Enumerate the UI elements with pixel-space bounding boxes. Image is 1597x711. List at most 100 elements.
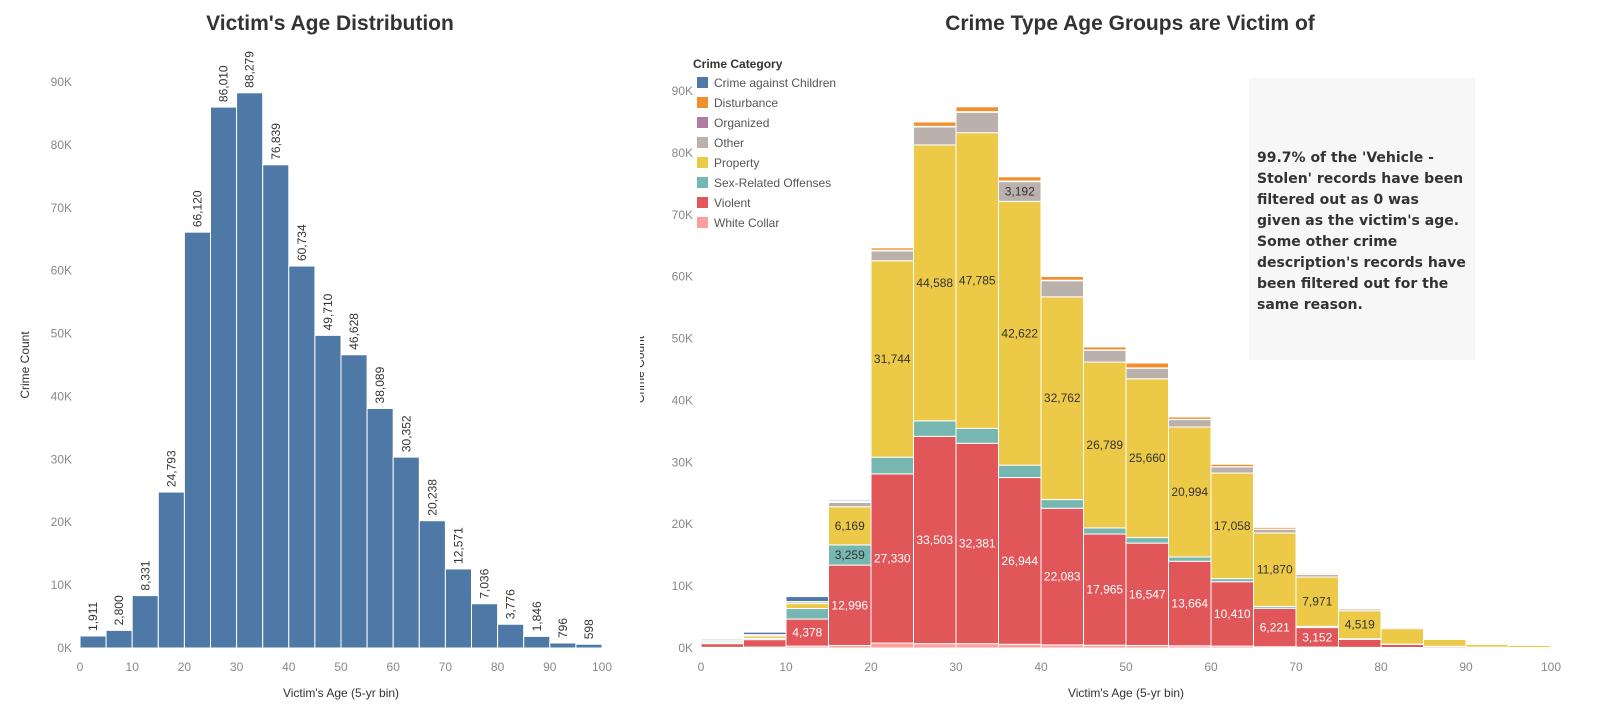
stacked-segment-sex-related-offenses bbox=[1040, 499, 1084, 509]
stacked-segment-crime-against-children bbox=[998, 175, 1042, 178]
segment-value-label: 20,994 bbox=[1171, 485, 1208, 499]
legend-label: Crime against Children bbox=[714, 76, 836, 90]
stacked-segment-violent bbox=[700, 643, 744, 648]
stacked-segment-other bbox=[1040, 280, 1084, 298]
left-y-axis-label: Crime Count bbox=[18, 331, 32, 399]
segment-value-label: 17,058 bbox=[1214, 519, 1251, 533]
segment-value-label: 22,083 bbox=[1044, 570, 1081, 584]
age-bin-bar bbox=[288, 265, 316, 649]
segment-value-label: 42,622 bbox=[1001, 326, 1038, 340]
right-x-tick: 100 bbox=[1541, 660, 1561, 674]
stacked-segment-property bbox=[1125, 378, 1169, 539]
stacked-segment-crime-against-children bbox=[743, 631, 787, 636]
segment-value-label: 6,169 bbox=[835, 519, 865, 533]
age-bin-bar bbox=[418, 520, 446, 649]
age-bin-value-label: 2,800 bbox=[112, 595, 126, 625]
segment-value-label: 3,259 bbox=[835, 548, 865, 562]
segment-value-label: 3,192 bbox=[1005, 184, 1035, 198]
stacked-segment-other bbox=[1168, 419, 1212, 428]
stacked-segment-sex-related-offenses bbox=[1125, 537, 1169, 544]
annotation-box: 99.7% of the 'Vehicle - Stolen' records … bbox=[1249, 78, 1475, 360]
stacked-segment-property bbox=[1423, 638, 1467, 647]
stacked-segment-property bbox=[1210, 472, 1254, 580]
segment-value-label: 10,410 bbox=[1214, 607, 1251, 621]
right-x-tick: 50 bbox=[1119, 660, 1133, 674]
right-x-tick: 0 bbox=[698, 660, 705, 674]
age-bin-value-label: 38,089 bbox=[373, 366, 387, 403]
stacked-segment-property bbox=[870, 260, 914, 458]
right-x-axis-label: Victim's Age (5-yr bin) bbox=[1068, 686, 1184, 700]
right-y-tick: 0K bbox=[678, 641, 693, 655]
left-x-tick: 80 bbox=[491, 660, 505, 674]
age-bin-value-label: 24,793 bbox=[164, 450, 178, 487]
stacked-segment-property bbox=[1253, 532, 1297, 607]
age-bin-bar bbox=[236, 92, 264, 649]
age-bin-bar bbox=[523, 635, 551, 649]
stacked-segment-white-collar bbox=[913, 643, 957, 649]
age-bin-value-label: 49,710 bbox=[321, 293, 335, 330]
stacked-segment-other bbox=[1125, 367, 1169, 380]
segment-value-label: 44,588 bbox=[916, 276, 953, 290]
age-bin-value-label: 66,120 bbox=[190, 190, 204, 227]
age-bin-value-label: 8,331 bbox=[138, 560, 152, 590]
age-bin-value-label: 7,036 bbox=[478, 568, 492, 598]
age-bin-bar bbox=[392, 456, 420, 649]
left-x-tick: 50 bbox=[334, 660, 348, 674]
age-bin-bar bbox=[575, 643, 603, 649]
stacked-segment-violent bbox=[1168, 560, 1212, 647]
stacked-segment-property bbox=[955, 132, 999, 429]
left-x-tick: 0 bbox=[77, 660, 84, 674]
segment-value-label: 12,996 bbox=[831, 598, 868, 612]
stacked-segment-violent bbox=[1125, 542, 1169, 647]
right-y-tick: 20K bbox=[672, 517, 693, 531]
stacked-segment-property bbox=[1338, 610, 1382, 640]
segment-value-label: 17,965 bbox=[1086, 583, 1123, 597]
stacked-segment-sex-related-offenses bbox=[785, 608, 829, 620]
left-y-tick: 0K bbox=[57, 641, 72, 655]
stacked-segment-crime-against-children bbox=[870, 246, 914, 249]
stacked-segment-other bbox=[1253, 528, 1297, 534]
left-x-tick: 20 bbox=[178, 660, 192, 674]
age-bin-value-label: 796 bbox=[556, 618, 570, 638]
stacked-segment-sex-related-offenses bbox=[913, 420, 957, 437]
age-bin-bar bbox=[444, 568, 472, 649]
right-x-tick: 90 bbox=[1459, 660, 1473, 674]
segment-value-label: 6,221 bbox=[1260, 621, 1290, 635]
age-bin-bar bbox=[157, 491, 185, 649]
left-y-tick: 20K bbox=[51, 515, 72, 529]
stacked-segment-crime-against-children bbox=[785, 596, 829, 603]
right-x-tick: 40 bbox=[1034, 660, 1048, 674]
stacked-segment-disturbance bbox=[955, 106, 999, 113]
right-x-tick: 70 bbox=[1289, 660, 1303, 674]
segment-value-label: 4,378 bbox=[792, 626, 822, 640]
legend-label: Disturbance bbox=[714, 96, 778, 110]
legend-swatch bbox=[697, 157, 708, 168]
left-y-tick: 90K bbox=[51, 75, 72, 89]
left-y-tick: 60K bbox=[51, 264, 72, 278]
age-bin-value-label: 88,279 bbox=[243, 51, 257, 88]
age-bin-value-label: 76,839 bbox=[269, 123, 283, 160]
left-y-tick: 50K bbox=[51, 327, 72, 341]
age-bin-bar bbox=[366, 407, 394, 649]
legend-label: Sex-Related Offenses bbox=[714, 176, 831, 190]
age-bin-bar bbox=[79, 635, 107, 649]
right-y-tick: 90K bbox=[672, 84, 693, 98]
left-y-tick: 30K bbox=[51, 452, 72, 466]
age-bin-bar bbox=[497, 623, 525, 649]
segment-value-label: 3,152 bbox=[1302, 630, 1332, 644]
stacked-segment-property bbox=[785, 603, 829, 610]
stacked-segment-crime-against-children bbox=[955, 105, 999, 108]
stacked-segment-property bbox=[913, 144, 957, 422]
age-bin-bar bbox=[340, 354, 368, 649]
stacked-segment-crime-against-children bbox=[828, 499, 872, 502]
stacked-segment-white-collar bbox=[998, 643, 1042, 649]
left-x-tick: 70 bbox=[439, 660, 453, 674]
legend-swatch bbox=[697, 177, 708, 188]
stacked-segment-disturbance bbox=[998, 176, 1042, 182]
age-bin-value-label: 3,776 bbox=[504, 589, 518, 619]
stacked-segment-sex-related-offenses bbox=[1083, 527, 1127, 535]
legend-label: White Collar bbox=[714, 216, 779, 230]
age-bin-bar bbox=[314, 334, 342, 649]
stacked-segment-other bbox=[1210, 466, 1254, 474]
segment-value-label: 26,789 bbox=[1086, 438, 1123, 452]
